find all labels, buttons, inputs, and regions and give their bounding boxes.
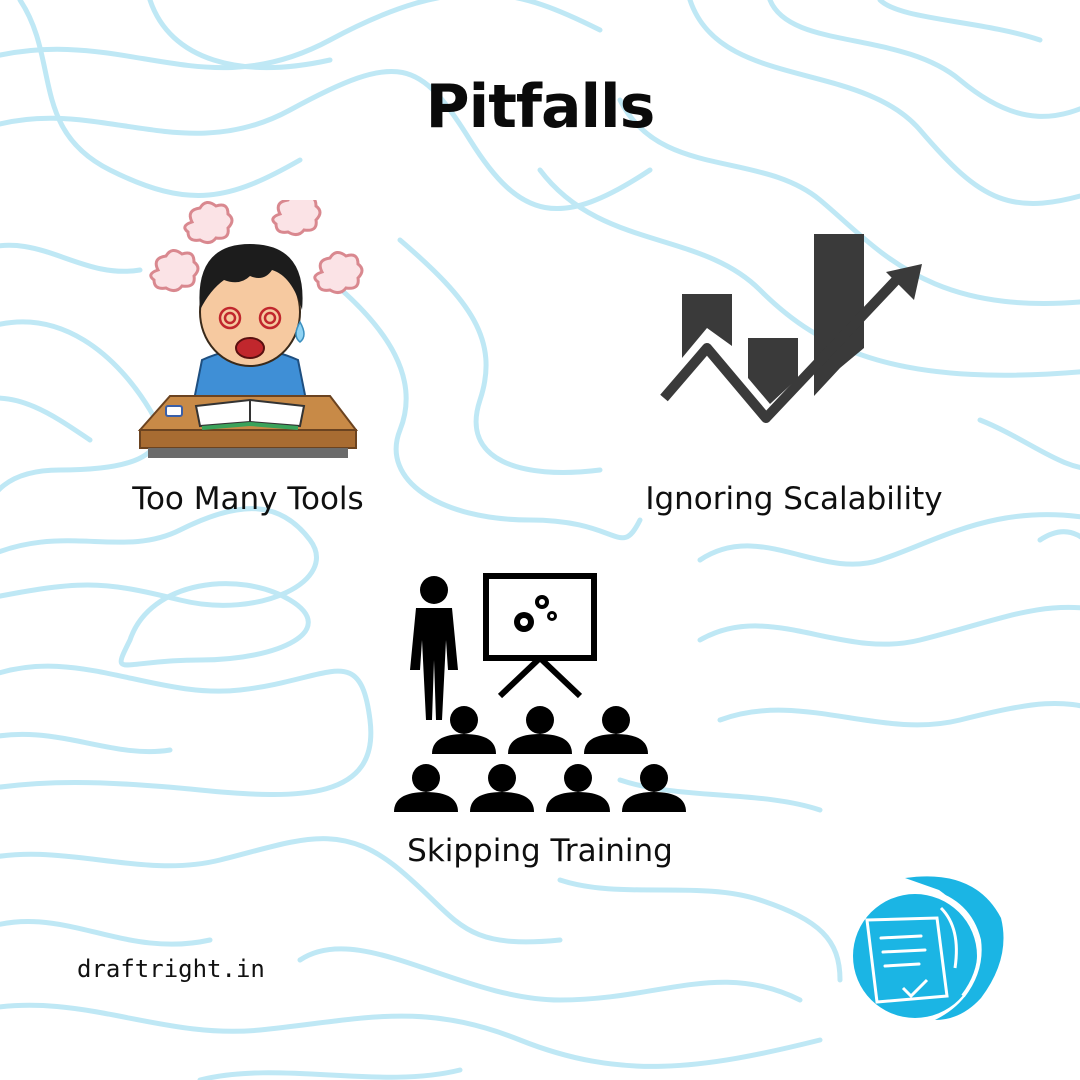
item-label-too-many-tools: Too Many Tools	[132, 481, 364, 517]
footer-domain: draftright.in	[77, 955, 265, 983]
bar-chart-arrow-icon	[660, 234, 922, 423]
overwhelmed-student-icon	[137, 200, 364, 458]
quill-paper-logo	[853, 876, 1004, 1020]
item-label-ignoring-scalability: Ignoring Scalability	[645, 481, 943, 517]
presentation-audience-icon	[394, 573, 686, 812]
page-title: Pitfalls	[425, 72, 656, 142]
item-label-skipping-training: Skipping Training	[407, 833, 673, 869]
